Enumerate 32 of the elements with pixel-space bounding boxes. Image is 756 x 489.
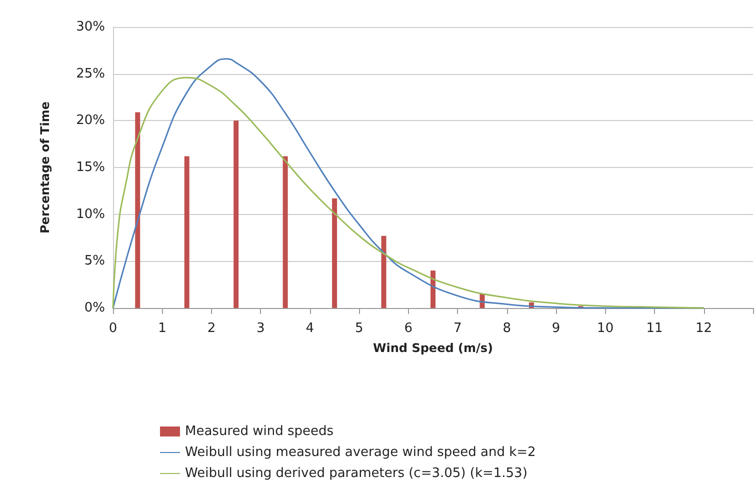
legend-label: Weibull using derived parameters (c=3.05) (k=1.53) — [185, 466, 528, 481]
x-tick-label: 2 — [207, 321, 216, 336]
y-tick-label: 30% — [76, 20, 105, 34]
x-tick-label: 5 — [355, 321, 364, 336]
bar — [381, 236, 386, 308]
y-tick-label: 10% — [76, 206, 105, 222]
x-tick-label: 6 — [404, 321, 413, 336]
bar — [184, 156, 190, 308]
x-tick-label: 8 — [502, 321, 511, 336]
x-axis-title: Wind Speed (m/s) — [373, 341, 493, 355]
bar — [332, 198, 338, 308]
x-tick-label: 0 — [108, 321, 118, 336]
x-tick-label: 9 — [552, 321, 560, 336]
x-tick-label: 3 — [256, 321, 265, 336]
y-tick-label: 0% — [84, 300, 105, 316]
x-tick-label: 1 — [158, 321, 166, 336]
x-tick-label: 4 — [306, 321, 314, 336]
x-tick-label: 7 — [453, 321, 462, 336]
bar — [430, 270, 436, 308]
x-tick-label: 10 — [597, 321, 614, 336]
bar — [135, 112, 140, 308]
y-tick-label: 20% — [76, 113, 105, 128]
x-tick-label: 12 — [695, 321, 712, 336]
y-axis-title: Percentage of Time — [38, 102, 52, 234]
x-tick-label: 11 — [646, 321, 663, 336]
legend-label: Measured wind speeds — [185, 424, 334, 439]
y-tick-label: 25% — [76, 66, 105, 82]
y-tick-label: 5% — [84, 254, 105, 269]
bar — [282, 156, 288, 308]
legend-label: Weibull using measured average wind speed and k=2 — [185, 445, 536, 460]
bar — [234, 120, 239, 308]
y-tick-label: 15% — [76, 160, 105, 175]
